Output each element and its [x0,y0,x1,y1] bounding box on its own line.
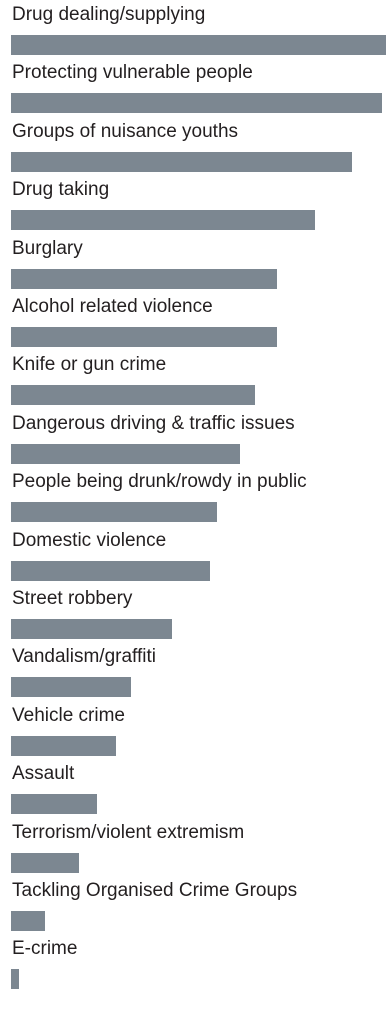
bar-row: Groups of nuisance youths [0,117,386,175]
bar [11,502,218,523]
bar-row: E-crime [0,934,386,992]
bar-row: Vandalism/graffiti [0,642,386,700]
bar [11,327,278,347]
bar [11,735,116,756]
bar [11,677,131,698]
category-label: Street robbery [12,588,133,609]
bar-row: Domestic violence [0,526,386,584]
bar-row: Alcohol related violence [0,292,386,350]
category-label: Terrorism/violent extremism [12,821,245,843]
bar [11,210,315,231]
bar-row: Protecting vulnerable people [0,58,386,116]
category-label: Drug taking [12,179,110,201]
bar [11,385,255,406]
bar [11,619,173,639]
category-label: Knife or gun crime [12,354,167,376]
bar-row: Assault [0,759,386,817]
category-label: Alcohol related violence [12,296,213,317]
category-label: Tackling Organised Crime Groups [12,880,298,901]
bar [11,151,353,172]
category-label: Vehicle crime [12,704,125,726]
category-label: Dangerous driving & traffic issues [12,412,295,434]
bar-row: Dangerous driving & traffic issues [0,409,386,467]
category-label: E-crime [12,938,78,960]
bar [11,443,240,464]
bar [11,794,98,815]
bar [11,560,210,581]
category-label: Burglary [12,237,83,259]
category-label: People being drunk/rowdy in public [12,471,307,493]
bar [11,35,386,55]
bar-row: Drug dealing/supplying [0,0,386,58]
bar-row: Tackling Organised Crime Groups [0,876,386,934]
category-label: Groups of nuisance youths [12,120,239,142]
category-label: Vandalism/graffiti [12,646,156,668]
category-label: Domestic violence [12,529,167,551]
category-label: Protecting vulnerable people [12,62,253,84]
bar [11,969,19,990]
category-label: Drug dealing/supplying [12,4,206,25]
bar-row: Burglary [0,234,386,292]
bar-row: People being drunk/rowdy in public [0,467,386,525]
bar-row: Drug taking [0,175,386,233]
bar-row: Vehicle crime [0,701,386,759]
bar [11,911,45,931]
bar [11,268,278,289]
bar [11,93,383,114]
category-label: Assault [12,763,75,785]
bar-row: Knife or gun crime [0,350,386,408]
bar [11,852,79,873]
bar-row: Street robbery [0,584,386,642]
bar-row: Terrorism/violent extremism [0,818,386,876]
